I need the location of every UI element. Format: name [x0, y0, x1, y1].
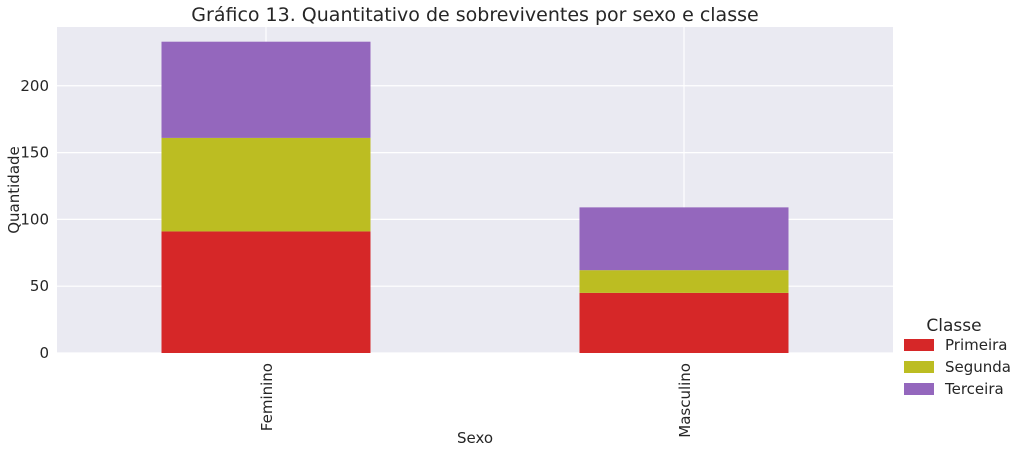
bar-segment-segunda — [161, 137, 371, 232]
x-tick-label: Masculino — [676, 363, 694, 438]
y-tick-label: 200 — [20, 77, 49, 95]
x-tick-label: Feminino — [258, 363, 276, 431]
legend-label: Segunda — [945, 358, 1011, 376]
legend-swatch-terceira — [904, 383, 934, 395]
y-tick-label: 100 — [20, 210, 49, 228]
x-axis-label: Sexo — [457, 429, 493, 447]
y-tick-label: 50 — [30, 277, 49, 295]
legend-swatch-primeira — [904, 339, 934, 351]
bar-segment-terceira — [579, 207, 789, 271]
bar-segment-primeira — [161, 231, 371, 353]
x-tick-labels: Feminino Masculino — [258, 363, 694, 438]
bar-segment-terceira — [161, 41, 371, 138]
y-tick-label: 0 — [39, 344, 49, 362]
legend-swatch-segunda — [904, 361, 934, 373]
bars — [161, 41, 789, 353]
legend-label: Primeira — [945, 336, 1007, 354]
y-axis-label: Quantidade — [5, 146, 23, 234]
chart-title: Gráfico 13. Quantitativo de sobrevivente… — [191, 4, 758, 26]
legend: Classe Primeira Segunda Terceira — [904, 316, 1011, 398]
legend-label: Terceira — [944, 380, 1004, 398]
bar-segment-segunda — [579, 270, 789, 293]
legend-title: Classe — [926, 316, 981, 336]
y-tick-labels: 0 50 100 150 200 — [20, 77, 49, 362]
y-tick-label: 150 — [20, 144, 49, 162]
bar-segment-primeira — [579, 292, 789, 353]
